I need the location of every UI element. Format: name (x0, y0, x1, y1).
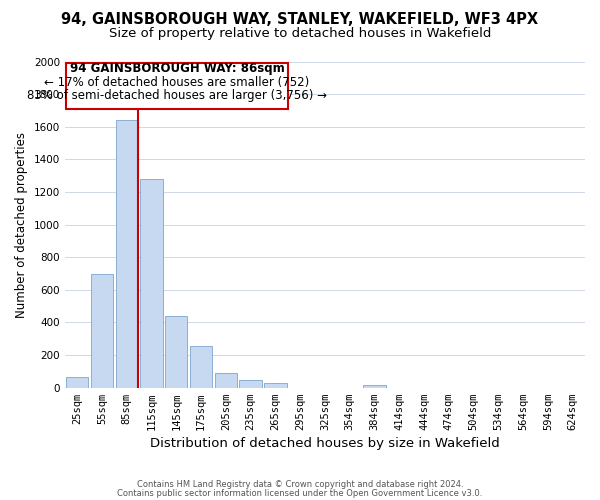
Text: ← 17% of detached houses are smaller (752): ← 17% of detached houses are smaller (75… (44, 76, 310, 89)
Text: Contains HM Land Registry data © Crown copyright and database right 2024.: Contains HM Land Registry data © Crown c… (137, 480, 463, 489)
Bar (215, 373, 237, 388)
Bar (190, 346, 212, 388)
Bar (165, 316, 187, 388)
Text: 83% of semi-detached houses are larger (3,756) →: 83% of semi-detached houses are larger (… (27, 90, 327, 102)
Bar (264, 383, 287, 388)
Text: 94 GAINSBOROUGH WAY: 86sqm: 94 GAINSBOROUGH WAY: 86sqm (70, 62, 284, 75)
Bar (66, 377, 88, 388)
Text: Contains public sector information licensed under the Open Government Licence v3: Contains public sector information licen… (118, 489, 482, 498)
Text: Size of property relative to detached houses in Wakefield: Size of property relative to detached ho… (109, 28, 491, 40)
Y-axis label: Number of detached properties: Number of detached properties (15, 132, 28, 318)
X-axis label: Distribution of detached houses by size in Wakefield: Distribution of detached houses by size … (150, 437, 500, 450)
Bar (140, 179, 163, 388)
Bar (239, 380, 262, 388)
Bar (116, 120, 138, 388)
Bar (363, 385, 386, 388)
Bar (91, 274, 113, 388)
Text: 94, GAINSBOROUGH WAY, STANLEY, WAKEFIELD, WF3 4PX: 94, GAINSBOROUGH WAY, STANLEY, WAKEFIELD… (61, 12, 539, 28)
FancyBboxPatch shape (66, 63, 288, 109)
